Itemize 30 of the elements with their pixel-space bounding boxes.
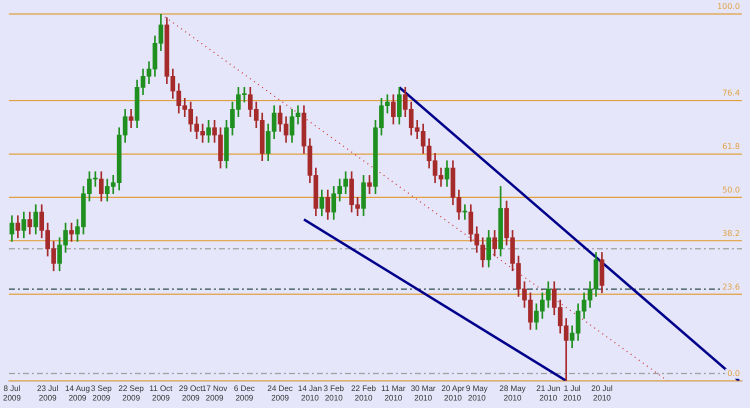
x-tick-label: 9 May 2010 xyxy=(466,384,488,402)
x-tick-label: 3 Sep 2009 xyxy=(90,384,112,402)
ref-line-label: 23.6 xyxy=(722,282,740,292)
x-tick-label: 11 Mar 2010 xyxy=(381,384,406,402)
x-tick-label: 3 Feb 2010 xyxy=(324,384,345,402)
ref-line-label: 100.0 xyxy=(717,2,740,12)
x-tick-label: 6 Dec 2009 xyxy=(234,384,255,402)
candlestick xyxy=(367,175,372,194)
ref-line-label: 76.4 xyxy=(722,88,740,98)
x-tick-label: 24 Dec 2009 xyxy=(267,384,293,402)
ref-line-label: 0.0 xyxy=(727,368,740,378)
x-tick-label: 11 Oct 2009 xyxy=(149,384,174,402)
ref-line-label: 61.8 xyxy=(722,142,740,152)
x-tick-label: 30 Mar 2010 xyxy=(410,384,436,402)
x-tick-label: 29 Oct 2009 xyxy=(178,384,204,402)
ref-line-label: 50.0 xyxy=(722,185,740,194)
x-tick-label: 28 May 2010 xyxy=(499,384,526,402)
x-tick-label: 21 Jun 2010 xyxy=(536,384,560,402)
x-tick-label: 1 Jul 2010 xyxy=(563,384,582,402)
x-tick-label: 20 Apr 2010 xyxy=(441,384,465,402)
x-tick-label: 8 Jul 2009 xyxy=(3,384,22,402)
x-tick-label: 17 Nov 2009 xyxy=(202,384,228,402)
x-tick-label: 22 Sep 2009 xyxy=(118,384,144,402)
x-tick-label: 23 Jul 2009 xyxy=(36,384,59,402)
ref-line-label: 38.2 xyxy=(722,228,740,238)
x-tick-label: 14 Aug 2009 xyxy=(65,384,90,402)
x-tick-label: 22 Feb 2010 xyxy=(351,384,377,402)
x-tick-label: 20 Jul 2010 xyxy=(591,384,613,402)
candlestick xyxy=(69,222,74,242)
x-tick-label: 14 Jan 2010 xyxy=(298,384,322,402)
